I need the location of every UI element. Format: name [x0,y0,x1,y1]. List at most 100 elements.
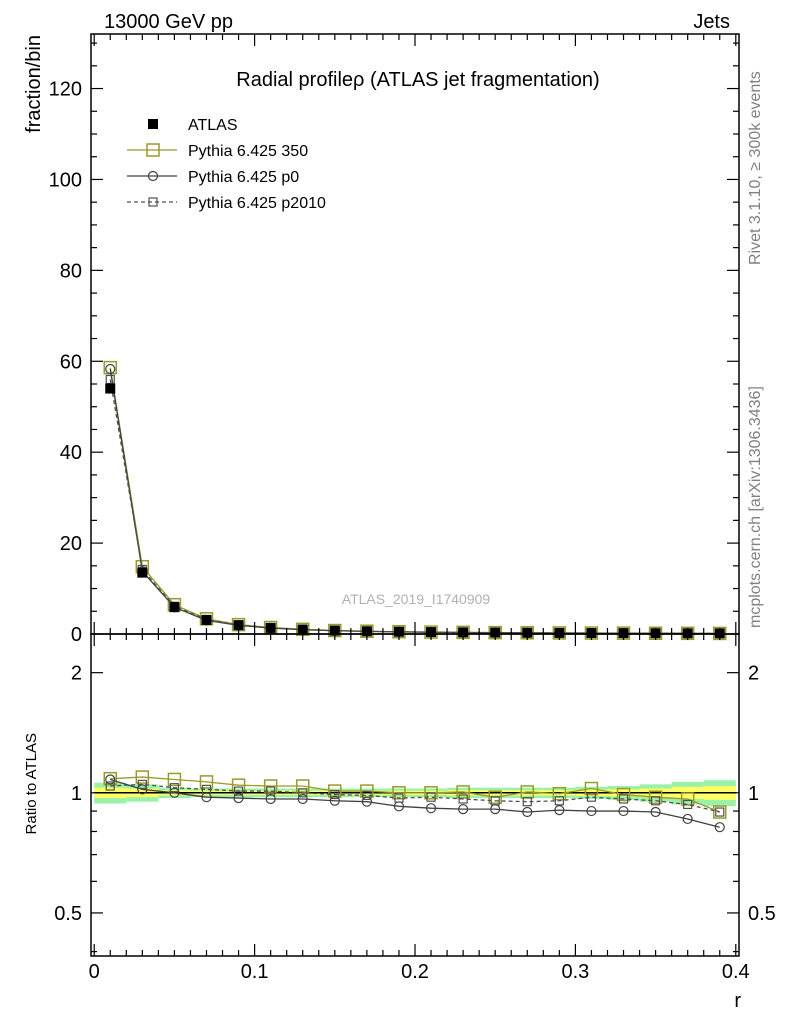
series-1-ratio-point [167,772,182,787]
legend-entry-2: Pythia 6.425 p0 [127,169,299,186]
y-tick-label: 120 [49,79,82,101]
legend-entry-1: Pythia 6.425 350 [127,143,308,160]
series-3-ratio-point [169,783,180,793]
ratio-tick-label-left: 1 [71,783,82,805]
series-2-ratio-point [682,813,693,825]
ratio-tick-label-left: 2 [71,663,82,685]
series-0-main-point [201,614,212,625]
y-tick-label: 20 [60,533,82,555]
series-2-ratio-point [618,805,629,817]
series-1-ratio-point [295,779,310,793]
x-tick-label: 0 [89,961,100,983]
series-2-ratio-point [650,806,661,818]
series-2-ratio-point [425,803,437,814]
ratio-tick-label-right: 2 [748,663,759,685]
y-tick-label: 100 [49,169,82,191]
legend-marker-point [147,170,159,182]
main-y-axis-title: fraction/bin [23,35,45,133]
series-2-ratio-point [586,805,597,817]
series-3-ratio-line [110,783,720,813]
series-1-ratio-point [584,781,599,796]
series-3-ratio-point [394,793,404,803]
legend-label: Pythia 6.425 p2010 [188,195,326,212]
series-2-ratio-point [361,796,372,807]
series-1-ratio-point [199,775,214,789]
header-energy-label: 13000 GeV pp [104,11,233,33]
legend-entry-3: Pythia 6.425 p2010 [127,195,326,212]
series-2-ratio-point [137,784,148,795]
series-2-ratio-point [265,793,276,805]
series-2-ratio-line [110,778,720,828]
series-1-ratio [103,770,727,819]
axis-tick-labels: 0 0.1 0.2 0.3 0.4 0 20 40 60 80 100 120 0.5 0.5 1 1 2 2 [49,79,776,983]
series-3-ratio-point [298,788,308,798]
series-3-ratio-point [618,794,629,804]
legend-label: Pythia 6.425 p0 [188,169,299,186]
ratio-tick-label-right: 0.5 [748,903,776,925]
series-1-ratio-point [713,805,727,819]
series-3-ratio-point [266,786,276,796]
analysis-watermark: ATLAS_2019_I1740909 [342,591,491,607]
series-1-ratio-point [552,786,567,801]
series-2-ratio-point [554,805,565,816]
series-3-ratio-point [490,796,500,806]
series-1-ratio-point [135,770,150,784]
series-1-ratio-point [392,786,406,800]
series-1-ratio-point [424,786,438,800]
series-0-main-point [265,622,276,633]
ratio-tick-label-right: 1 [748,783,759,805]
header-topic-label: Jets [693,11,730,33]
series-3-ratio-point [650,796,661,806]
legend-marker-point [148,197,158,207]
legend-label: Pythia 6.425 350 [188,143,308,160]
series-2-ratio-point [201,792,212,803]
ratio-tick-label-left: 0.5 [54,903,82,925]
series-1-ratio-point [680,792,695,806]
series-2-ratio-point [714,822,725,833]
y-tick-label: 0 [71,624,82,646]
x-axis-title: r [734,990,741,1012]
legend-marker-point [148,119,158,129]
series-2-ratio-point [233,792,244,804]
ratio-panel-series [103,770,727,833]
x-tick-label: 0.3 [561,961,589,983]
series-0-main-point [169,602,180,613]
axis-ticks [91,34,739,956]
series-3-ratio-point [330,789,340,800]
series-3-main-point [105,374,115,385]
series-3-ratio-point [683,799,693,810]
series-3-ratio-point [586,792,597,802]
series-3-ratio-point [137,779,147,789]
series-1-ratio-point [456,785,470,799]
series-2-ratio [105,774,725,833]
series-3-ratio-point [715,807,725,817]
y-tick-label: 40 [60,442,82,464]
series-0-main-point [105,383,116,394]
ratio-y-axis-title: Ratio to ATLAS [23,733,40,834]
x-tick-label: 0.1 [241,961,269,983]
series-2-ratio-point [329,795,340,806]
series-1-ratio-point [103,771,117,786]
chart-title: Radial profileρ (ATLAS jet fragmentation… [236,69,599,91]
series-3-ratio-point [554,796,564,806]
series-1-ratio-point [328,784,342,798]
x-tick-label: 0.4 [722,961,750,983]
series-1-ratio-point [648,790,663,804]
series-3-ratio-point [522,797,532,807]
series-3-ratio-point [233,786,244,796]
legend-marker-point [146,143,160,157]
series-3-ratio-point [201,784,212,794]
series-0-main-point [233,620,244,631]
series-3-ratio [105,779,725,817]
series-2-ratio-point [458,804,469,815]
legend: ATLAS Pythia 6.425 350 Pythia 6.425 p0 Pyth… [127,117,326,212]
series-1-ratio-point [263,779,278,793]
rivet-version-label: Rivet 3.1.10, ≥ 300k events [747,71,764,265]
mcplots-reference-label: mcplots.cern.ch [arXiv:1306.3436] [747,386,764,628]
series-2-ratio-point [522,806,533,818]
series-1-ratio-point [616,787,631,802]
series-3-ratio-point [458,794,468,804]
series-0-main-point [137,567,148,578]
series-3-ratio-point [105,781,115,791]
